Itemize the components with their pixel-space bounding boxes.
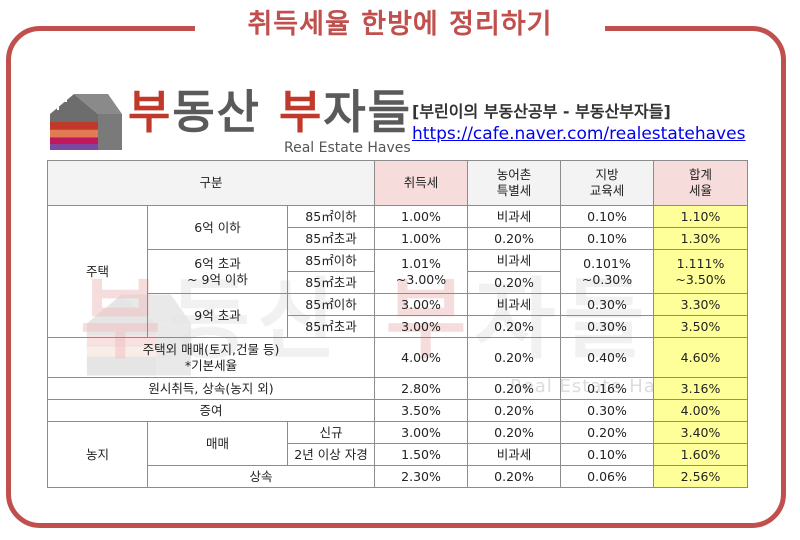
acq-cell: 3.00%: [374, 421, 469, 444]
table-row: 85㎡초과 0.20%: [48, 271, 748, 294]
rural-cell: 0.20%: [467, 399, 562, 422]
header-rural-tax: 농어촌 특별세: [467, 160, 562, 206]
farmland-label: 농지: [47, 421, 148, 488]
size-cell: 85㎡초과: [286, 271, 376, 294]
rural-cell: 비과세: [467, 205, 562, 228]
edu-cell: 0.10%: [560, 227, 655, 250]
logo-part-2: 동산: [172, 85, 279, 139]
edu-cell: 0.20%: [560, 421, 655, 444]
edu-cell: 0.101% ~0.30%: [560, 249, 655, 294]
total-cell: 2.56%: [653, 465, 749, 488]
rural-cell: 비과세: [467, 249, 562, 272]
rural-cell: 0.20%: [467, 377, 562, 400]
size-cell: 85㎡초과: [286, 315, 376, 338]
acq-cell: 3.00%: [374, 315, 469, 338]
table-row: 농지 매매 신규 3.00% 0.20% 0.20% 3.40%: [47, 421, 749, 488]
acq-cell: 1.00%: [374, 227, 469, 250]
edu-cell: 0.06%: [560, 465, 655, 488]
logo-part-1: 부: [128, 85, 173, 139]
brand-logo-text: 부동산 부자들: [128, 84, 412, 140]
rural-cell: 비과세: [467, 293, 562, 316]
rural-cell: 0.20%: [467, 337, 562, 378]
table-row: 85㎡초과 3.00% 0.20% 0.30% 3.50%: [48, 315, 749, 338]
farmland-new-label: 신규: [286, 421, 376, 444]
edu-cell: 0.16%: [560, 377, 655, 400]
acq-cell: 1.50%: [374, 443, 469, 466]
non-housing-label: 주택외 매매(토지,건물 등) *기본세율: [46, 337, 376, 378]
table-row: 6억 초과 ~ 9억 이하 85㎡이하 1.01% ~3.00% 비과세 0.1…: [48, 249, 749, 294]
acq-cell: 1.00%: [374, 205, 469, 228]
blog-name: [부린이의 부동산공부 - 부동산부자들]: [412, 102, 671, 121]
header-acquisition-tax: 취득세: [374, 160, 469, 206]
header-total-rate: 합계 세율: [653, 160, 749, 206]
total-cell: 3.30%: [653, 293, 749, 316]
housing-g2-label: 6억 초과 ~ 9억 이하: [147, 249, 288, 294]
acq-cell: 2.30%: [374, 465, 469, 488]
rural-cell: 0.20%: [467, 465, 562, 488]
header-category: 구분: [46, 160, 376, 206]
rural-cell: 0.20%: [467, 227, 562, 250]
rural-cell: 0.20%: [467, 315, 562, 338]
total-cell: 1.111% ~3.50%: [653, 249, 749, 294]
housing-g3-label: 9억 초과: [147, 293, 288, 338]
rural-cell: 0.20%: [467, 421, 562, 444]
table-row: 주택 6억 이하 85㎡이하 1.00% 비과세 0.10% 1.10%: [47, 205, 749, 338]
gift-label: 증여: [46, 399, 376, 422]
housing-label: 주택: [47, 205, 148, 338]
table-row: 주택외 매매(토지,건물 등) *기본세율 4.00% 0.20% 0.40% …: [46, 337, 749, 378]
house-logo-icon: [50, 94, 122, 150]
edu-cell: 0.30%: [560, 315, 655, 338]
total-cell: 3.50%: [653, 315, 749, 338]
edu-cell: 0.30%: [560, 399, 655, 422]
edu-cell: 0.10%: [560, 443, 655, 466]
edu-cell: 0.10%: [560, 205, 655, 228]
rural-cell: 비과세: [467, 443, 562, 466]
table-row: 증여 3.50% 0.20% 0.30% 4.00%: [46, 399, 749, 422]
farmland-self-label: 2년 이상 자경: [286, 443, 376, 466]
total-cell: 1.10%: [653, 205, 749, 228]
logo-part-3: 부: [278, 85, 324, 139]
table-row: 원시취득, 상속(농지 외) 2.80% 0.20% 0.16% 3.16%: [46, 377, 749, 400]
table-row: 상속 2.30% 0.20% 0.06% 2.56%: [48, 465, 749, 488]
edu-cell: 0.30%: [560, 293, 655, 316]
table-row: 2년 이상 자경 1.50% 비과세 0.10% 1.60%: [48, 443, 749, 466]
logo-subtitle: Real Estate Haves: [284, 140, 411, 156]
total-cell: 1.60%: [653, 443, 749, 466]
acq-cell: 4.00%: [374, 337, 469, 378]
total-cell: 4.00%: [653, 399, 749, 422]
table-header-row: 구분 취득세 농어촌 특별세 지방 교육세 합계 세율: [46, 160, 749, 206]
acq-cell: 3.50%: [374, 399, 469, 422]
total-cell: 3.16%: [653, 377, 749, 400]
acq-cell: 3.00%: [374, 293, 469, 316]
size-cell: 85㎡이하: [286, 249, 376, 272]
table-row: 85㎡초과 1.00% 0.20% 0.10% 1.30%: [48, 227, 749, 250]
farmland-inherit-label: 상속: [146, 465, 376, 488]
rural-cell: 0.20%: [467, 271, 562, 294]
size-cell: 85㎡이하: [286, 205, 376, 228]
size-cell: 85㎡초과: [286, 227, 376, 250]
original-acquisition-label: 원시취득, 상속(농지 외): [46, 377, 376, 400]
acq-cell: 1.01% ~3.00%: [374, 249, 469, 294]
total-cell: 1.30%: [653, 227, 749, 250]
acq-cell: 2.80%: [374, 377, 469, 400]
edu-cell: 0.40%: [560, 337, 655, 378]
header-education-tax: 지방 교육세: [560, 160, 655, 206]
tax-rate-table: 구분 취득세 농어촌 특별세 지방 교육세 합계 세율 주택 6억 이하 85㎡…: [46, 160, 749, 488]
size-cell: 85㎡이하: [286, 293, 376, 316]
page-title: 취득세율 한방에 정리하기: [195, 2, 605, 48]
farmland-trade-label: 매매: [147, 421, 288, 466]
housing-g1-label: 6억 이하: [147, 205, 288, 250]
blog-link[interactable]: https://cafe.naver.com/realestatehaves: [412, 124, 746, 144]
table-row: 9억 초과 85㎡이하 3.00% 비과세 0.30% 3.30%: [48, 293, 749, 338]
total-cell: 3.40%: [653, 421, 749, 444]
logo-part-4: 자들: [323, 85, 412, 139]
total-cell: 4.60%: [653, 337, 749, 378]
